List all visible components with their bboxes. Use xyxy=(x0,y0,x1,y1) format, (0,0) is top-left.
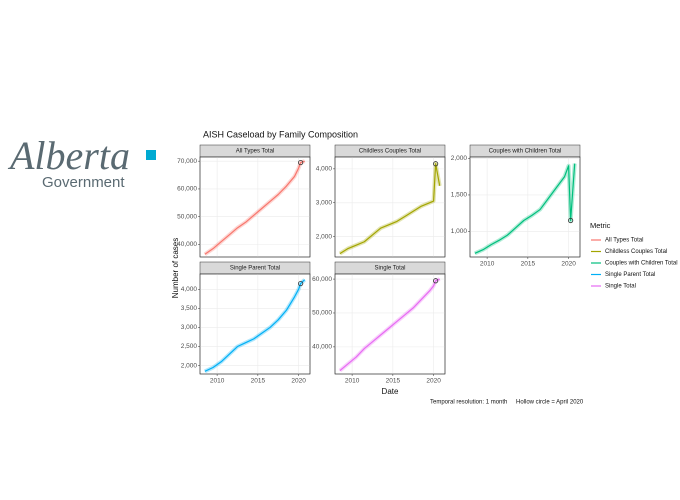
x-tick-label: 2015 xyxy=(386,378,401,385)
legend-label: Single Parent Total xyxy=(605,272,655,278)
legend-label: Couples with Children Total xyxy=(605,261,678,267)
y-tick-label: 40,000 xyxy=(177,241,197,248)
figure-title: AISH Caseload by Family Composition xyxy=(203,129,358,139)
y-tick-label: 3,500 xyxy=(181,305,198,312)
y-tick-label: 2,000 xyxy=(181,362,198,369)
strip-label: Couples with Children Total xyxy=(489,149,562,155)
legend-label: Single Total xyxy=(605,284,636,290)
panel xyxy=(199,156,311,258)
logo-sub: Government xyxy=(42,174,125,191)
y-tick-label: 60,000 xyxy=(177,186,197,193)
x-tick-label: 2010 xyxy=(480,261,495,268)
logo-name: Alberta xyxy=(7,133,130,178)
y-tick-label: 50,000 xyxy=(177,213,197,220)
x-tick-label: 2020 xyxy=(291,378,306,385)
legend-label: Childless Couples Total xyxy=(605,249,667,255)
strip-label: All Types Total xyxy=(236,149,274,155)
x-tick-label: 2010 xyxy=(345,378,360,385)
series-line xyxy=(339,278,440,372)
panel xyxy=(334,273,446,375)
y-tick-label: 4,000 xyxy=(181,286,198,293)
y-tick-label: 50,000 xyxy=(312,310,332,317)
legend-title: Metric xyxy=(590,221,611,230)
panel-border xyxy=(334,156,446,258)
panel xyxy=(469,156,581,258)
caption: Hollow circle = April 2020 xyxy=(516,400,584,406)
strip-label: Single Parent Total xyxy=(230,266,280,272)
y-tick-label: 1,000 xyxy=(451,228,468,235)
series-line xyxy=(204,160,305,255)
y-tick-label: 40,000 xyxy=(312,344,332,351)
panel-border xyxy=(469,156,581,258)
logo-mark xyxy=(146,150,156,160)
y-tick-label: 4,000 xyxy=(316,166,333,173)
y-tick-label: 2,000 xyxy=(316,233,333,240)
legend-label: All Types Total xyxy=(605,238,643,244)
y-tick-label: 60,000 xyxy=(312,276,332,283)
y-axis-title: Number of cases xyxy=(171,238,180,298)
highlight-point xyxy=(298,159,304,166)
panel-border xyxy=(199,156,311,258)
panel-border xyxy=(199,273,311,375)
panel xyxy=(199,273,311,375)
series-line xyxy=(204,279,306,372)
y-tick-label: 2,000 xyxy=(451,155,468,162)
x-tick-label: 2015 xyxy=(251,378,266,385)
highlight-point xyxy=(433,161,439,167)
series-line xyxy=(339,163,441,255)
highlight-point xyxy=(433,278,439,284)
panel xyxy=(334,156,446,258)
panel-border xyxy=(334,273,446,375)
x-axis-title: Date xyxy=(382,387,399,396)
caption: Temporal resolution: 1 month xyxy=(430,400,507,406)
y-tick-label: 3,000 xyxy=(181,324,198,331)
highlight-point xyxy=(568,217,574,224)
x-tick-label: 2020 xyxy=(426,378,441,385)
y-tick-label: 3,000 xyxy=(316,199,333,206)
x-tick-label: 2010 xyxy=(210,378,225,385)
series-line xyxy=(474,163,576,254)
y-tick-label: 1,500 xyxy=(451,192,468,199)
strip-label: Childless Couples Total xyxy=(359,149,421,155)
x-tick-label: 2015 xyxy=(521,261,536,268)
highlight-point xyxy=(298,280,304,287)
y-tick-label: 2,500 xyxy=(181,343,198,350)
y-tick-label: 70,000 xyxy=(177,158,197,165)
strip-label: Single Total xyxy=(375,266,406,272)
x-tick-label: 2020 xyxy=(561,261,576,268)
